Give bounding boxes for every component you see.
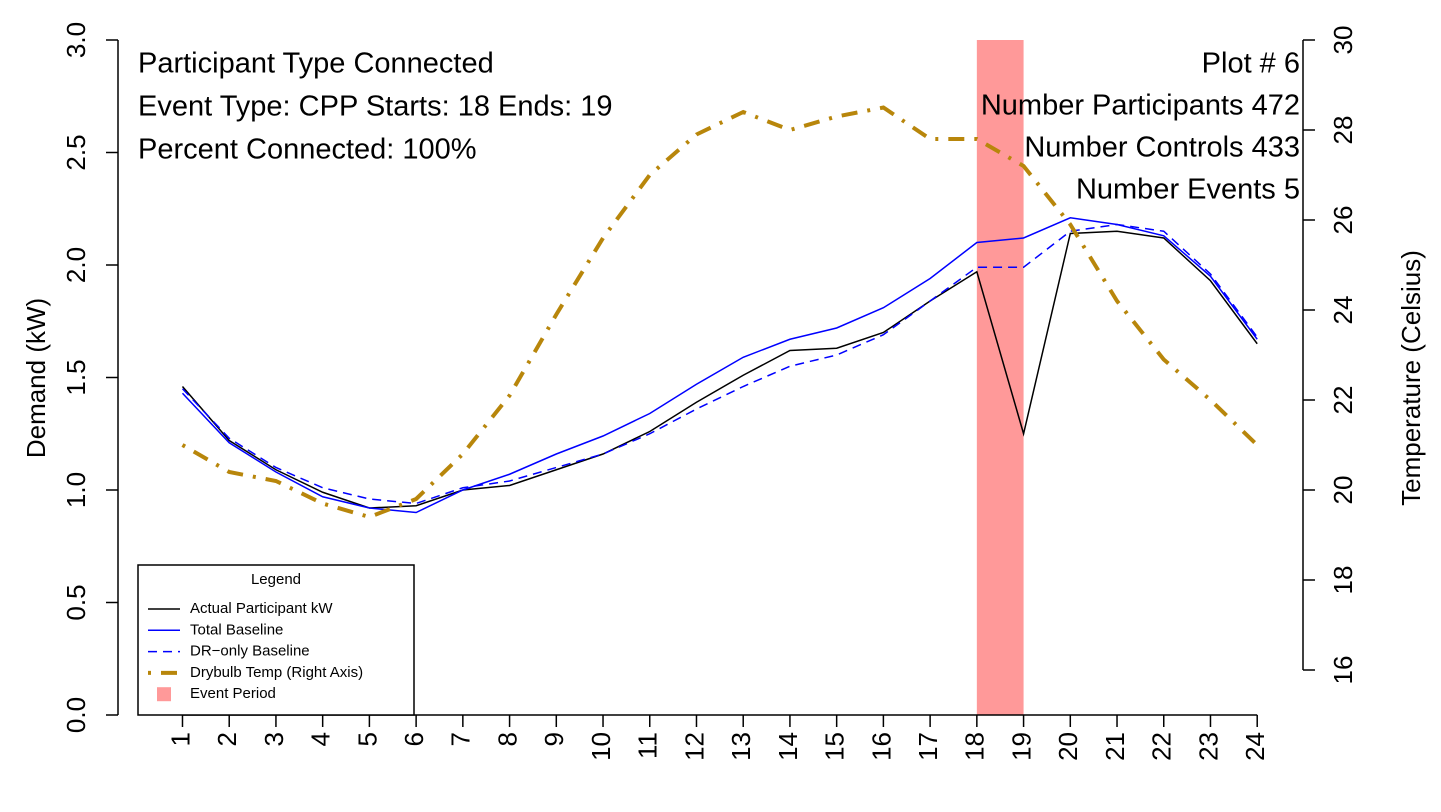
x-tick-label: 1: [165, 732, 195, 746]
x-tick-label: 14: [773, 732, 803, 761]
y-tick-label: 1.0: [61, 472, 91, 508]
x-tick-label: 22: [1147, 732, 1177, 761]
annotation: Number Events 5: [1076, 174, 1300, 206]
annotation: Event Type: CPP Starts: 18 Ends: 19: [138, 91, 612, 123]
y-tick-label: 2.0: [61, 247, 91, 283]
annotation: Participant Type Connected: [138, 48, 494, 80]
x-tick-label: 17: [913, 732, 943, 761]
x-tick-label: 10: [586, 732, 616, 761]
y2-tick-label: 20: [1328, 476, 1358, 505]
y-tick-label: 0.0: [61, 697, 91, 733]
x-tick-label: 3: [259, 732, 289, 746]
event-period: [976, 40, 1024, 715]
x-tick-label: 21: [1100, 732, 1130, 761]
legend-label: Drybulb Temp (Right Axis): [190, 664, 363, 681]
annotation: Number Controls 433: [1024, 132, 1300, 164]
series-line: [181, 216, 1258, 514]
y-axis-label: Demand (kW): [21, 298, 51, 458]
series-line: [181, 105, 1259, 520]
y2-tick-label: 18: [1328, 566, 1358, 595]
x-tick-label: 18: [960, 732, 990, 761]
legend-label: DR−only Baseline: [190, 643, 310, 660]
y2-tick-label: 24: [1328, 296, 1358, 325]
x-tick-label: 2: [212, 732, 242, 746]
x-tick-label: 15: [820, 732, 850, 761]
y2-tick-label: 26: [1328, 206, 1358, 235]
y-tick-label: 1.5: [61, 359, 91, 395]
annotation: Number Participants 472: [981, 90, 1300, 122]
legend-label: Actual Participant kW: [190, 600, 333, 617]
legend-label: Total Baseline: [190, 621, 283, 638]
x-tick-label: 24: [1240, 732, 1270, 761]
x-tick-label: 20: [1053, 732, 1083, 761]
y2-axis-label: Temperature (Celsius): [1396, 250, 1426, 506]
legend-box: [137, 564, 415, 716]
annotation: Plot # 6: [1202, 48, 1300, 80]
x-tick-label: 12: [679, 732, 709, 761]
legend-swatch: [157, 687, 171, 702]
legend-label: Event Period: [190, 685, 276, 702]
x-tick-label: 4: [306, 732, 336, 746]
y-tick-label: 0.5: [61, 584, 91, 620]
series-line: [181, 230, 1258, 509]
y-tick-label: 2.5: [61, 134, 91, 170]
x-tick-label: 16: [866, 732, 896, 761]
y-tick-label: 3.0: [61, 22, 91, 58]
y2-tick-label: 28: [1328, 116, 1358, 145]
x-tick-label: 13: [726, 732, 756, 761]
y2-tick-label: 16: [1328, 656, 1358, 685]
x-tick-label: 9: [539, 732, 569, 746]
y2-tick-label: 30: [1328, 26, 1358, 55]
x-tick-label: 6: [399, 732, 429, 746]
x-tick-label: 19: [1006, 732, 1036, 761]
x-tick-label: 11: [633, 732, 663, 759]
annotation: Percent Connected: 100%: [138, 134, 477, 166]
x-tick-label: 8: [492, 732, 522, 746]
x-tick-label: 23: [1193, 732, 1223, 761]
x-tick-label: 5: [352, 732, 382, 746]
y2-tick-label: 22: [1328, 386, 1358, 415]
legend-title: Legend: [251, 571, 301, 588]
series-line: [181, 223, 1258, 505]
x-tick-label: 7: [446, 732, 476, 746]
